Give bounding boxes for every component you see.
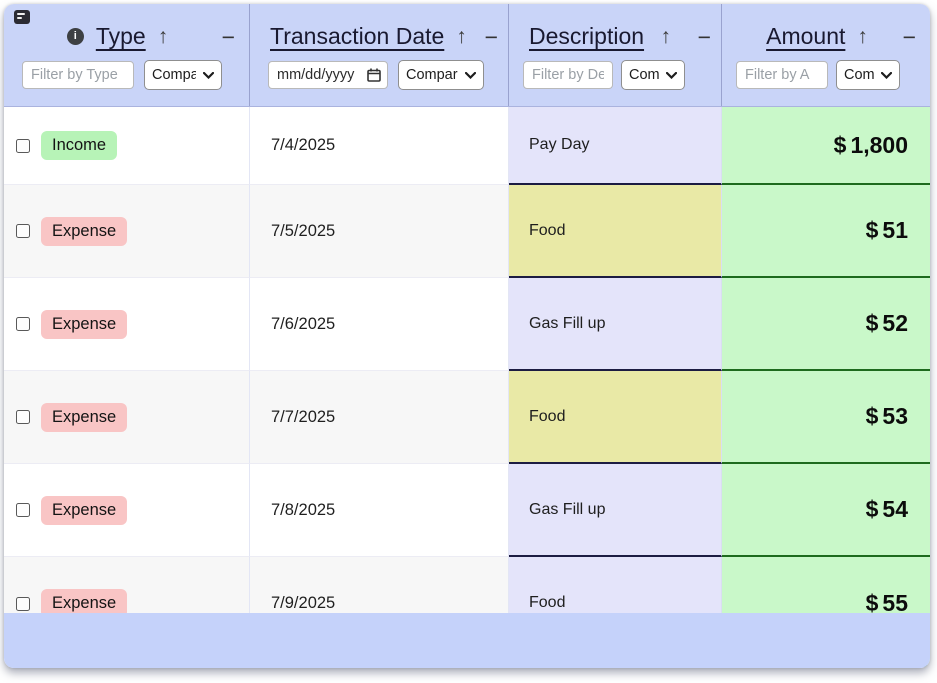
type-badge: Income [41,131,118,160]
collapse-column-icon[interactable]: − [484,24,498,50]
description-comparison-select[interactable]: Compa [621,60,685,90]
transactions-table-app: i Type ↑ − Compari Transaction Date ↑ − [4,4,930,668]
amount-value: 52 [882,310,908,336]
type-cell: Expense [4,464,250,557]
date-cell: 7/5/2025 [250,185,509,278]
date-comparison-select[interactable]: Comparis [398,60,484,90]
type-badge: Expense [41,402,128,432]
description-cell: Food [509,185,722,278]
description-header-top: Description ↑ [509,20,721,52]
date-cell: 7/4/2025 [250,107,509,185]
date-cell: 7/8/2025 [250,464,509,557]
currency-symbol: $ [865,496,879,522]
table-row: Expense 7/5/2025 Food $51 [4,185,930,278]
info-icon[interactable]: i [66,27,84,45]
sort-up-arrow-icon[interactable]: ↑ [456,24,467,48]
amount-cell: $52 [722,278,930,371]
description-filter-input[interactable] [523,61,613,89]
amount-value: 54 [882,496,908,522]
sort-header-transaction-date[interactable]: Transaction Date [270,22,445,49]
sort-up-arrow-icon[interactable]: ↑ [157,24,169,48]
amount-value: 1,800 [850,131,908,158]
row-checkbox[interactable] [16,317,30,331]
amount-cell: $54 [722,464,930,557]
sort-header-amount[interactable]: Amount [766,22,846,49]
amount-filter-row: Compa [722,60,930,90]
column-header-amount: Amount ↑ − Compa [722,4,930,106]
date-filter-row: Comparis [250,60,508,90]
type-badge: Expense [41,495,128,525]
type-filter-row: Compari [4,60,249,90]
collapse-column-icon[interactable]: − [902,24,916,50]
column-header-type: i Type ↑ − Compari [4,4,250,106]
type-comparison-select[interactable]: Compari [144,60,222,90]
row-checkbox[interactable] [16,503,30,517]
chevron-down-icon [881,71,892,79]
type-header-top: i Type ↑ [4,20,249,52]
table-row: Expense 7/8/2025 Gas Fill up $54 [4,464,930,557]
footer-band [4,613,930,668]
type-cell: Expense [4,185,250,278]
amount-value: 55 [882,589,908,616]
description-cell: Gas Fill up [509,278,722,371]
description-filter-row: Compa [509,60,721,90]
type-badge: Expense [41,309,128,339]
table-header: i Type ↑ − Compari Transaction Date ↑ − [4,4,930,107]
collapse-column-icon[interactable]: − [697,24,711,50]
collapse-column-icon[interactable]: − [221,24,235,50]
date-cell: 7/6/2025 [250,278,509,371]
column-header-transaction-date: Transaction Date ↑ − Comparis [250,4,509,106]
row-checkbox[interactable] [16,596,30,611]
type-filter-input[interactable] [22,61,134,89]
amount-cell: $51 [722,185,930,278]
type-badge: Expense [41,216,128,246]
amount-comparison-select[interactable]: Compa [836,60,900,90]
table-body: Income 7/4/2025 Pay Day $1,800 Expense 7… [4,107,930,667]
amount-header-top: Amount ↑ [722,20,930,52]
date-cell: 7/7/2025 [250,371,509,464]
date-filter-wrap [268,61,388,89]
sort-up-arrow-icon[interactable]: ↑ [660,24,672,48]
currency-symbol: $ [865,217,879,243]
chevron-down-icon [203,71,214,79]
sort-header-description[interactable]: Description [529,22,645,49]
type-cell: Income [4,107,250,185]
date-filter-input[interactable] [268,61,388,89]
card-view-icon[interactable] [14,10,30,24]
amount-cell: $53 [722,371,930,464]
column-header-description: Description ↑ − Compa [509,4,722,106]
chevron-down-icon [666,71,677,79]
sort-header-type[interactable]: Type [95,22,146,49]
description-cell: Gas Fill up [509,464,722,557]
amount-value: 53 [882,403,908,429]
row-checkbox[interactable] [16,224,30,238]
row-checkbox[interactable] [16,410,30,424]
date-header-top: Transaction Date ↑ [250,20,508,52]
amount-value: 51 [882,217,908,243]
currency-symbol: $ [865,310,879,336]
currency-symbol: $ [865,589,879,616]
table-row: Income 7/4/2025 Pay Day $1,800 [4,107,930,185]
sort-up-arrow-icon[interactable]: ↑ [857,24,868,48]
amount-cell: $1,800 [722,107,930,185]
type-cell: Expense [4,371,250,464]
description-cell: Pay Day [509,107,722,185]
table-row: Expense 7/6/2025 Gas Fill up $52 [4,278,930,371]
type-cell: Expense [4,278,250,371]
chevron-down-icon [465,71,476,79]
row-checkbox[interactable] [16,138,30,153]
currency-symbol: $ [865,403,879,429]
amount-filter-input[interactable] [736,61,828,89]
currency-symbol: $ [833,131,847,158]
table-row: Expense 7/7/2025 Food $53 [4,371,930,464]
description-cell: Food [509,371,722,464]
